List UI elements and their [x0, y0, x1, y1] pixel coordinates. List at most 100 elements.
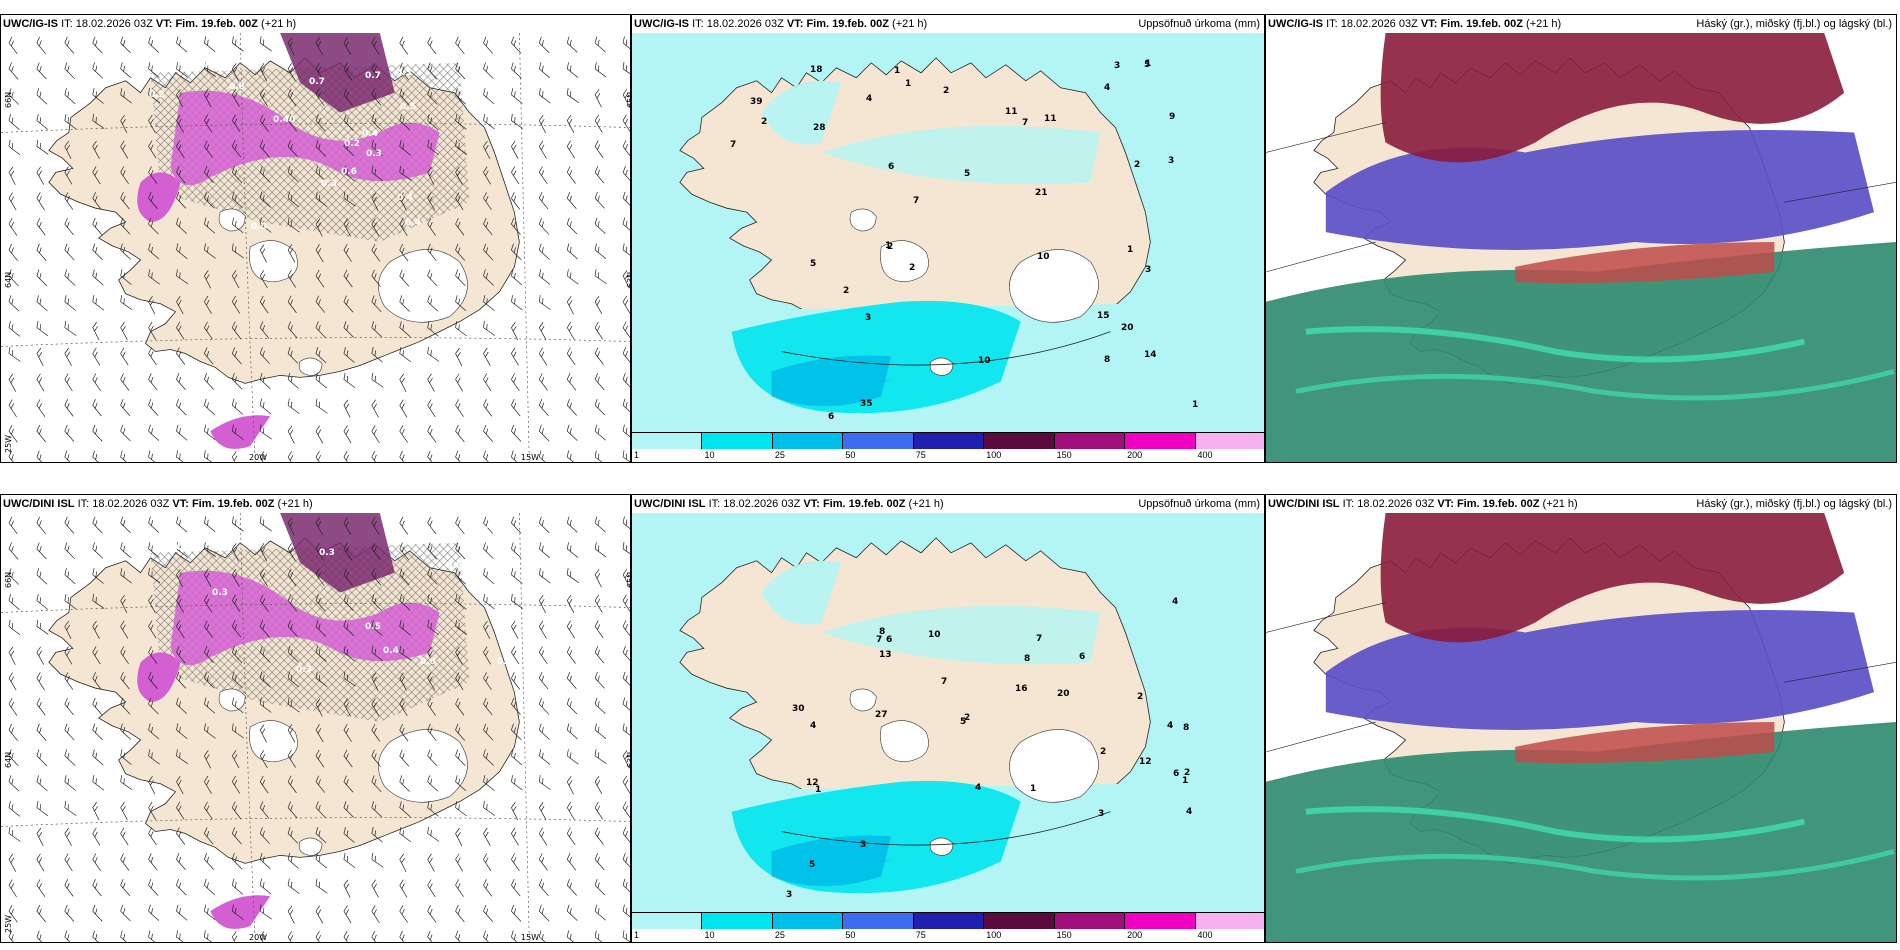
map-area: 2 2 5 1 3 5 1 2 6 7 7 3 4 2 5 3 2 2 4 1 1 1 1 3 9 7 11 15 10 14 21 8 6 11…	[632, 33, 1264, 462]
vt-label: VT:	[786, 18, 804, 30]
colorbar-tick: 100	[986, 450, 1002, 460]
colorbar-tick: 10	[704, 930, 715, 940]
cloud-map	[1266, 513, 1896, 942]
axis-label: 66N	[4, 571, 13, 588]
precip-value-label: 7	[913, 196, 920, 206]
snow-depth-label: 0.2	[344, 139, 360, 149]
snow-depth-label: 0.8	[229, 82, 245, 92]
panel-ig-wind: UWC/IG-IS IT: 18.02.2026 03Z VT: Fim. 19…	[0, 14, 631, 463]
precip-value-label: 35	[860, 399, 873, 409]
vt-value: Fim. 19.feb. 00Z	[175, 18, 258, 30]
precip-value-label: 21	[1035, 188, 1048, 198]
precip-value-label: 8	[879, 627, 886, 637]
precip-value-label: 10	[978, 356, 991, 366]
axis-label: 25W	[4, 914, 13, 933]
it-label: IT:	[1342, 498, 1355, 510]
precip-value-label: 2	[887, 242, 894, 252]
precip-value-label: 2	[1100, 747, 1107, 757]
colorbar-tick: 75	[915, 450, 926, 460]
precip-value-label: 10	[1037, 252, 1050, 262]
precip-value-label: 15	[1097, 311, 1110, 321]
snow-depth-label: 0.2	[149, 90, 165, 100]
precip-value-label: 4	[1172, 597, 1179, 607]
vt-label: VT:	[1420, 18, 1438, 30]
precip-value-label: 1	[1145, 59, 1152, 69]
snow-depth-label: 0.3	[212, 588, 228, 598]
colorbar-tick: 150	[1056, 450, 1072, 460]
colorbar-tick: 100	[986, 930, 1002, 940]
vt-label: VT:	[803, 498, 820, 510]
model-name: UWC/DINI ISL	[1268, 498, 1340, 510]
model-name: UWC/DINI ISL	[3, 498, 75, 510]
panel-header: UWC/IG-IS IT: 18.02.2026 03Z VT: Fim. 19…	[1, 15, 630, 33]
precip-value-label: 4	[1104, 83, 1111, 93]
panel-dini-cloud: UWC/DINI ISL IT: 18.02.2026 03Z VT: Fim.…	[1265, 494, 1897, 943]
colorbar-segment	[1125, 432, 1196, 449]
snow-depth-label: 0.4	[405, 218, 421, 228]
precip-value-label: 1	[1127, 245, 1134, 255]
vt-label: VT:	[155, 18, 173, 30]
precip-value-label: 2	[964, 713, 971, 723]
precip-value-label: 3	[1145, 265, 1152, 275]
colorbar-segment	[1054, 432, 1126, 449]
model-name: UWC/IG-IS	[1268, 18, 1323, 30]
axis-label: 66N	[4, 91, 13, 108]
vt-label: VT:	[172, 498, 189, 510]
precip-value-label: 1	[1030, 784, 1037, 794]
snow-depth-label: 0.3	[366, 149, 382, 159]
panel-header: UWC/DINI ISL IT: 18.02.2026 03Z VT: Fim.…	[632, 495, 1264, 513]
it-value: 18.02.2026 03Z	[1340, 18, 1418, 30]
snow-depth-label: 0.3	[296, 665, 312, 675]
snow-depth-label: 0.7	[365, 71, 381, 81]
snow-depth-label: 0.5	[251, 222, 267, 232]
snow-depth-label: 0.9	[420, 657, 436, 667]
colorbar-segment	[772, 912, 844, 929]
panel-ig-precip: UWC/IG-IS IT: 18.02.2026 03Z VT: Fim. 19…	[631, 14, 1265, 463]
precip-value-label: 3	[1168, 156, 1175, 166]
precip-value-label: 30	[792, 704, 805, 714]
precip-value-label: 2	[909, 263, 916, 273]
it-label: IT:	[77, 498, 90, 510]
precip-value-label: 4	[810, 721, 817, 731]
wind-snow-map	[1, 33, 630, 462]
precip-value-label: 1	[1182, 776, 1189, 786]
precip-value-label: 7	[941, 677, 948, 687]
precip-value-label: 11	[1044, 114, 1057, 124]
precip-value-label: 10	[928, 630, 941, 640]
snow-depth-label: 0.3	[319, 548, 335, 558]
precip-value-label: 5	[960, 717, 967, 727]
colorbar-tick: 400	[1197, 930, 1213, 940]
axis-label: 64N	[4, 751, 13, 768]
colorbar-segment	[632, 912, 703, 929]
snow-depth-label: 0.40	[273, 115, 296, 125]
colorbar-tick: 50	[845, 930, 856, 940]
field-title: Háský (gr.), miðský (fj.bl.) og lágský (…	[1696, 498, 1892, 510]
precip-value-label: 27	[875, 710, 888, 720]
colorbar-segment	[772, 432, 844, 449]
lead-time: (+21 h)	[277, 498, 313, 510]
precip-map	[632, 513, 1264, 942]
snow-depth-label: 1.4	[201, 60, 217, 70]
panel-dini-wind: UWC/DINI ISL IT: 18.02.2026 03Z VT: Fim.…	[0, 494, 631, 943]
snow-depth-label: 0.5	[400, 102, 416, 112]
snow-depth-label: 0.6	[341, 167, 357, 177]
snow-depth-label: 0.5	[473, 526, 489, 536]
field-title: Uppsöfnuð úrkoma (mm)	[1138, 498, 1260, 510]
colorbar-tick: 1	[634, 930, 640, 940]
precip-value-label: 2	[761, 117, 768, 127]
axis-label: 15W	[521, 453, 540, 462]
snow-depth-label: 1.0	[514, 53, 530, 63]
precip-value-label: 6	[886, 635, 893, 645]
precip-value-label: 3	[860, 840, 867, 850]
lead-time: (+21 h)	[261, 18, 297, 30]
precip-value-label: 3	[786, 890, 793, 900]
axis-label: 15W	[521, 933, 540, 942]
it-label: IT:	[1326, 18, 1338, 30]
panel-dini-precip: UWC/DINI ISL IT: 18.02.2026 03Z VT: Fim.…	[631, 494, 1265, 943]
field-title: Uppsöfnuð úrkoma (mm)	[1138, 18, 1260, 30]
vt-value: Fim. 19.feb. 00Z	[822, 498, 906, 510]
precip-value-label: 2	[943, 86, 950, 96]
precip-value-label: 39	[750, 97, 763, 107]
field-title: Háský (gr.), miðský (fj.bl.) og lágský (…	[1696, 18, 1892, 30]
lead-time: (+21 h)	[908, 498, 944, 510]
